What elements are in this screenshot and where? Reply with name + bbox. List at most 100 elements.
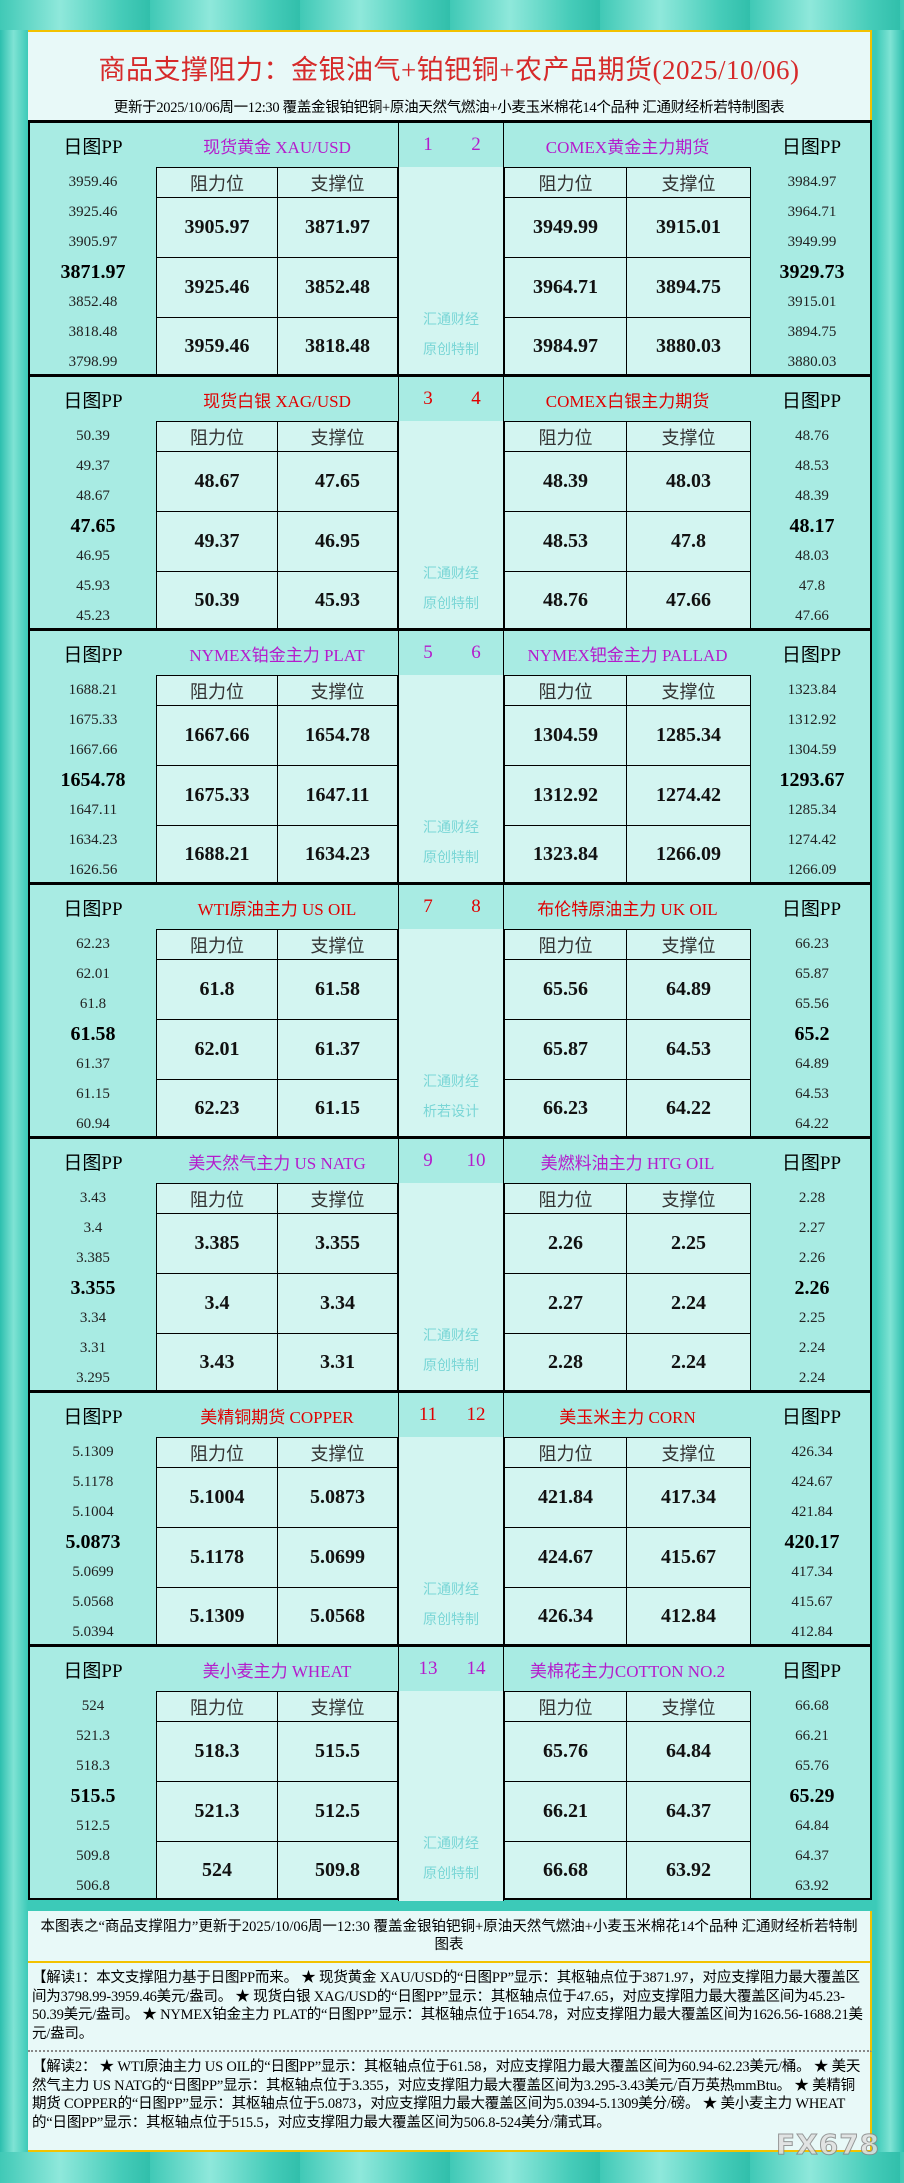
top-border-decoration [0,0,904,30]
pp-level: 48.76 [795,428,829,444]
support-value: 2.25 [626,1213,751,1274]
support-value: 3880.03 [626,317,751,375]
resistance-header: 阻力位 [504,1183,627,1214]
support-value: 47.66 [626,571,751,629]
pp-header-left: 日图PP [63,390,123,412]
resistance-value: 48.76 [504,571,627,629]
chart-header: 商品支撑阻力：金银油气+铂钯铜+农产品期货(2025/10/06) 更新于202… [28,30,872,120]
pivot-value: 65.29 [789,1785,835,1807]
pp-level: 1304.59 [787,742,837,758]
pp-levels-right: 3984.97 3964.71 3949.99 3929.73 3915.01 3894.… [749,167,875,377]
pp-level: 64.22 [795,1116,829,1132]
pp-level: 518.3 [76,1758,110,1774]
resistance-header: 阻力位 [156,675,278,706]
pp-header-right: 日图PP [781,1660,842,1682]
resistance-header: 阻力位 [156,1691,278,1722]
pp-level: 1266.09 [787,862,837,878]
watermark-line-1: 汇通财经 [423,1329,479,1344]
block-number-left: 9 [423,1150,433,1171]
instrument-name-right: 美棉花主力COTTON NO.2 [529,1661,726,1681]
resistance-value: 2.27 [504,1273,627,1334]
pp-header-left: 日图PP [63,1660,123,1682]
support-value: 3871.97 [277,197,398,258]
pp-level: 1312.92 [787,712,837,728]
watermark-line-2: 原创特制 [423,851,479,866]
support-value: 3.34 [277,1273,398,1334]
pp-level: 3984.97 [787,174,837,190]
center-column: 汇通财经 原创特制 [398,1183,504,1393]
pp-level: 61.8 [79,996,107,1012]
pp-level: 1634.23 [68,832,118,848]
pivot-value: 3.355 [70,1277,116,1299]
pp-level: 3.31 [79,1340,107,1356]
support-value: 3894.75 [626,257,751,318]
support-value: 61.15 [277,1079,398,1137]
resistance-value: 5.1004 [156,1467,278,1528]
pp-levels-left: 3959.46 3925.46 3905.97 3871.97 3852.48 3818.… [30,167,156,377]
support-value: 64.84 [626,1721,751,1782]
watermark-line-1: 汇通财经 [423,1075,479,1090]
support-value: 512.5 [277,1781,398,1842]
pp-level: 62.01 [76,966,110,982]
resistance-header: 阻力位 [156,421,278,452]
watermark-line-2: 原创特制 [423,1359,479,1374]
page-title: 商品支撑阻力：金银油气+铂钯铜+农产品期货(2025/10/06) [98,55,800,85]
block-number-left: 13 [418,1658,438,1679]
pp-level: 1688.21 [68,682,118,698]
instrument-name-left: 现货白银 XAG/USD [203,391,351,411]
resistance-value: 3905.97 [156,197,278,258]
pp-header-left: 日图PP [63,1406,123,1428]
pp-level: 5.1178 [72,1474,114,1490]
support-value: 3.31 [277,1333,398,1391]
center-header [398,1393,504,1437]
resistance-header: 阻力位 [504,167,627,198]
pp-level: 415.67 [791,1594,833,1610]
watermark-line-1: 汇通财经 [423,821,479,836]
resistance-value: 48.67 [156,451,278,512]
watermark-line-1: 汇通财经 [423,1583,479,1598]
pp-header-left: 日图PP [63,644,123,666]
pp-level: 512.5 [76,1818,110,1834]
center-column: 汇通财经 原创特制 [398,421,504,631]
center-header [398,377,504,421]
pp-level: 3964.71 [787,204,837,220]
commodity-block: 日图PP 日图PP 现货黄金 XAU/USD COMEX黄金主力期货 汇通财经 原创特制 1… [28,120,875,377]
pp-level: 1274.42 [787,832,837,848]
pp-levels-left: 5.1309 5.1178 5.1004 5.0873 5.0699 5.0568 5.03… [30,1437,156,1647]
pp-level: 5.1004 [72,1504,114,1520]
support-value: 61.58 [277,959,398,1020]
pp-header-left: 日图PP [63,136,123,158]
block-number-left: 11 [418,1404,438,1425]
resistance-value: 66.23 [504,1079,627,1137]
support-value: 415.67 [626,1527,751,1588]
pp-level: 509.8 [76,1848,110,1864]
support-header: 支撑位 [277,1691,398,1722]
block-number-right: 8 [471,896,481,917]
support-header: 支撑位 [626,421,751,452]
pp-level: 521.3 [76,1728,110,1744]
pp-level: 46.95 [76,548,110,564]
resistance-header: 阻力位 [156,167,278,198]
pp-levels-right: 66.23 65.87 65.56 65.2 64.89 64.53 64.22 [749,929,875,1139]
resistance-value: 3949.99 [504,197,627,258]
resistance-value: 518.3 [156,1721,278,1782]
pp-level: 2.26 [798,1250,826,1266]
pp-level: 506.8 [76,1878,110,1894]
resistance-value: 3964.71 [504,257,627,318]
commodity-block: 日图PP 日图PP NYMEX铂金主力 PLAT NYMEX钯金主力 PALLAD 汇通… [28,628,872,885]
resistance-value: 48.39 [504,451,627,512]
resistance-value: 61.8 [156,959,278,1020]
pp-levels-left: 3.43 3.4 3.385 3.355 3.34 3.31 3.295 [30,1183,156,1393]
resistance-value: 65.87 [504,1019,627,1080]
pp-level: 45.93 [76,578,110,594]
bottom-border-decoration [0,2152,904,2183]
center-column: 汇通财经 析若设计 [398,929,504,1139]
instrument-name-left: 现货黄金 XAU/USD [203,137,351,157]
resistance-value: 66.21 [504,1781,627,1842]
pp-level: 5.0394 [72,1624,114,1640]
instrument-name-left: NYMEX铂金主力 PLAT [189,645,365,665]
instrument-name-left: 美天然气主力 US NATG [188,1153,366,1173]
support-value: 64.89 [626,959,751,1020]
support-value: 5.0699 [277,1527,398,1588]
block-number-left: 1 [423,134,433,155]
